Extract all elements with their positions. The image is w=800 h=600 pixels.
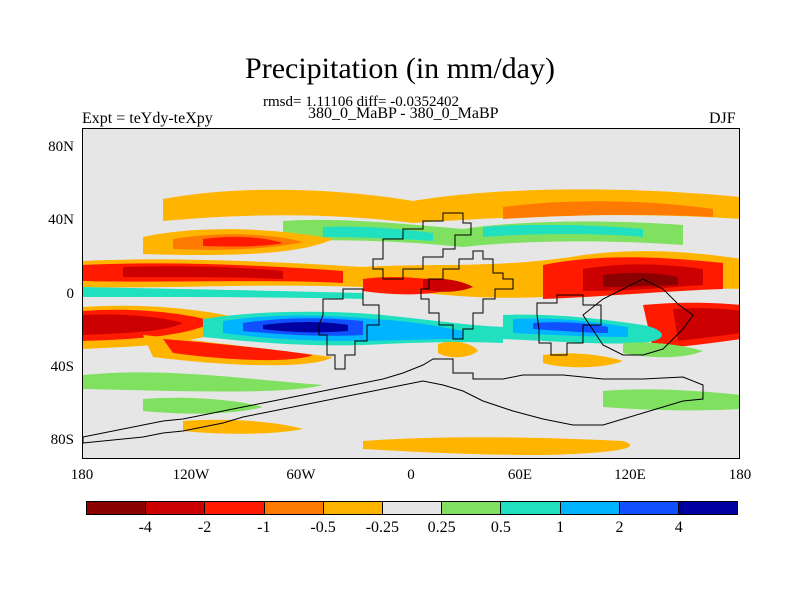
- colorbar-label: -4: [138, 519, 152, 536]
- lat-tick-label: 80N: [48, 139, 74, 155]
- precip-contour: [673, 308, 739, 341]
- lat-tick-label: 80S: [50, 432, 74, 448]
- colorbar-swatch: [442, 502, 502, 514]
- map-panel: [82, 128, 740, 459]
- colorbar-swatch: [619, 502, 679, 514]
- colorbar-swatch: [146, 502, 206, 514]
- colorbar-label: -0.25: [365, 519, 400, 536]
- precip-contour: [623, 342, 703, 358]
- colorbar-label: 0.25: [427, 519, 456, 536]
- colorbar-swatch: [264, 502, 324, 514]
- colorbar-swatch: [382, 502, 443, 514]
- precip-contour: [163, 339, 313, 361]
- season-label: DJF: [709, 110, 736, 127]
- rmsd-diff-stats: rmsd= 1.11106 diff= -0.0352402: [263, 94, 459, 110]
- colorbar-label: 1: [556, 519, 565, 536]
- lon-tick-label: 0: [407, 467, 415, 483]
- colorbar: [86, 501, 738, 515]
- colorbar-label: 4: [674, 519, 683, 536]
- lon-tick-label: 180: [70, 467, 94, 483]
- precip-contour: [363, 437, 631, 455]
- experiment-subtitle: 380_0_MaBP - 380_0_MaBP: [308, 105, 499, 122]
- plot-title: Precipitation (in mm/day): [245, 52, 555, 85]
- precip-contour: [183, 419, 303, 434]
- colorbar-swatch: [323, 502, 383, 514]
- precip-contour: [438, 341, 478, 358]
- lon-tick-label: 60W: [286, 467, 316, 483]
- colorbar-swatch: [678, 502, 738, 514]
- colorbar-label: -1: [257, 519, 271, 536]
- coastline: [83, 358, 704, 444]
- precip-contour: [603, 389, 739, 411]
- coastline: [420, 250, 514, 340]
- coastline: [582, 278, 694, 356]
- precip-contour: [483, 224, 643, 237]
- precip-contour: [323, 226, 433, 241]
- precip-contour: [503, 201, 713, 219]
- precip-contour: [543, 353, 623, 368]
- lon-tick-label: 120E: [614, 467, 646, 483]
- precip-contour: [263, 322, 348, 333]
- lat-tick-label: 0: [66, 286, 75, 302]
- precip-contour: [203, 236, 283, 247]
- experiment-label: Expt = teYdy-teXpy: [82, 110, 213, 127]
- precip-contour: [123, 266, 283, 279]
- lon-tick-label: 180: [728, 467, 752, 483]
- precip-contour: [83, 314, 183, 335]
- precip-contour: [423, 278, 473, 292]
- colorbar-label: -0.5: [310, 519, 336, 536]
- lat-tick-label: 40S: [50, 359, 74, 375]
- colorbar-swatch: [205, 502, 265, 514]
- lon-tick-label: 60E: [507, 467, 533, 483]
- precip-contour: [83, 287, 363, 299]
- precip-contour: [83, 372, 323, 392]
- coastline: [372, 212, 472, 280]
- coastline: [318, 288, 380, 370]
- coastline: [536, 294, 602, 356]
- precip-contour: [143, 397, 263, 414]
- colorbar-swatch: [501, 502, 561, 514]
- colorbar-label: -2: [197, 519, 212, 536]
- colorbar-swatch: [560, 502, 620, 514]
- colorbar-swatch: [87, 502, 147, 514]
- colorbar-label: 2: [615, 519, 624, 536]
- lat-tick-label: 40N: [48, 212, 74, 228]
- colorbar-label: 0.5: [490, 519, 511, 536]
- lon-tick-label: 120W: [172, 467, 210, 483]
- precipitation-map: [83, 129, 739, 458]
